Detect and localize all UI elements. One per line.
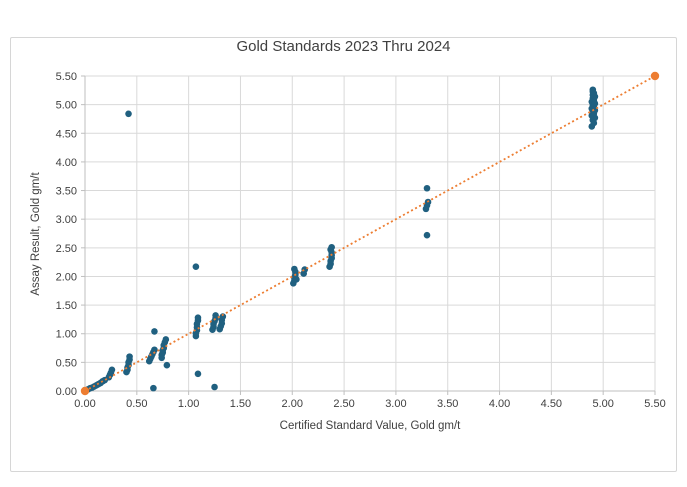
x-tick-label: 3.00	[385, 398, 406, 410]
x-tick-label: 1.00	[178, 398, 199, 410]
y-tick-label: 3.00	[56, 214, 77, 226]
data-point	[151, 346, 158, 354]
y-tick-label: 1.50	[56, 300, 77, 312]
x-axis-title: Certified Standard Value, Gold gm/t	[279, 420, 461, 432]
data-point	[194, 370, 202, 378]
y-tick-label: 2.50	[56, 243, 77, 255]
chart-frame	[10, 37, 677, 472]
data-point	[301, 266, 309, 273]
x-tick-label: 5.50	[644, 398, 665, 410]
y-tick-label: 2.00	[56, 271, 77, 283]
data-point	[163, 361, 171, 369]
data-point	[293, 276, 300, 283]
data-point	[423, 231, 431, 239]
reference-line-start-marker	[80, 386, 90, 396]
y-tick-label: 4.50	[56, 128, 77, 140]
data-point	[162, 336, 170, 343]
y-tick-label: 5.00	[56, 100, 77, 112]
data-point	[126, 353, 133, 360]
data-point	[291, 265, 298, 273]
data-point	[125, 110, 132, 118]
data-point	[192, 263, 200, 271]
x-tick-label: 0.00	[74, 398, 95, 410]
x-tick-label: 2.50	[333, 398, 354, 410]
y-tick-label: 1.00	[56, 329, 77, 341]
y-tick-label: 0.50	[56, 357, 77, 369]
chart-title: Gold Standards 2023 Thru 2024	[236, 38, 451, 55]
x-tick-label: 1.50	[230, 398, 251, 410]
x-tick-label: 4.00	[489, 398, 510, 410]
x-tick-label: 2.00	[282, 398, 303, 410]
data-point	[211, 383, 218, 391]
y-tick-label: 5.50	[56, 71, 77, 83]
x-tick-label: 0.50	[126, 398, 147, 410]
x-tick-label: 3.50	[437, 398, 458, 410]
data-point	[108, 366, 116, 374]
data-point	[151, 328, 158, 335]
data-point	[194, 314, 202, 321]
reference-line-end-marker	[650, 71, 660, 81]
data-point	[589, 86, 597, 94]
data-point	[212, 312, 219, 319]
data-point	[328, 243, 335, 251]
reference-line	[84, 75, 656, 392]
data-point	[423, 184, 431, 192]
y-tick-label: 4.00	[56, 157, 77, 169]
x-tick-label: 4.50	[541, 398, 562, 410]
y-axis-title-text: Assay Result, Gold gm/t	[30, 172, 42, 296]
data-point	[219, 313, 227, 320]
y-tick-label: 0.00	[56, 386, 77, 398]
data-point	[150, 384, 157, 392]
y-tick-label: 3.50	[56, 186, 77, 198]
x-tick-label: 5.00	[592, 398, 613, 410]
